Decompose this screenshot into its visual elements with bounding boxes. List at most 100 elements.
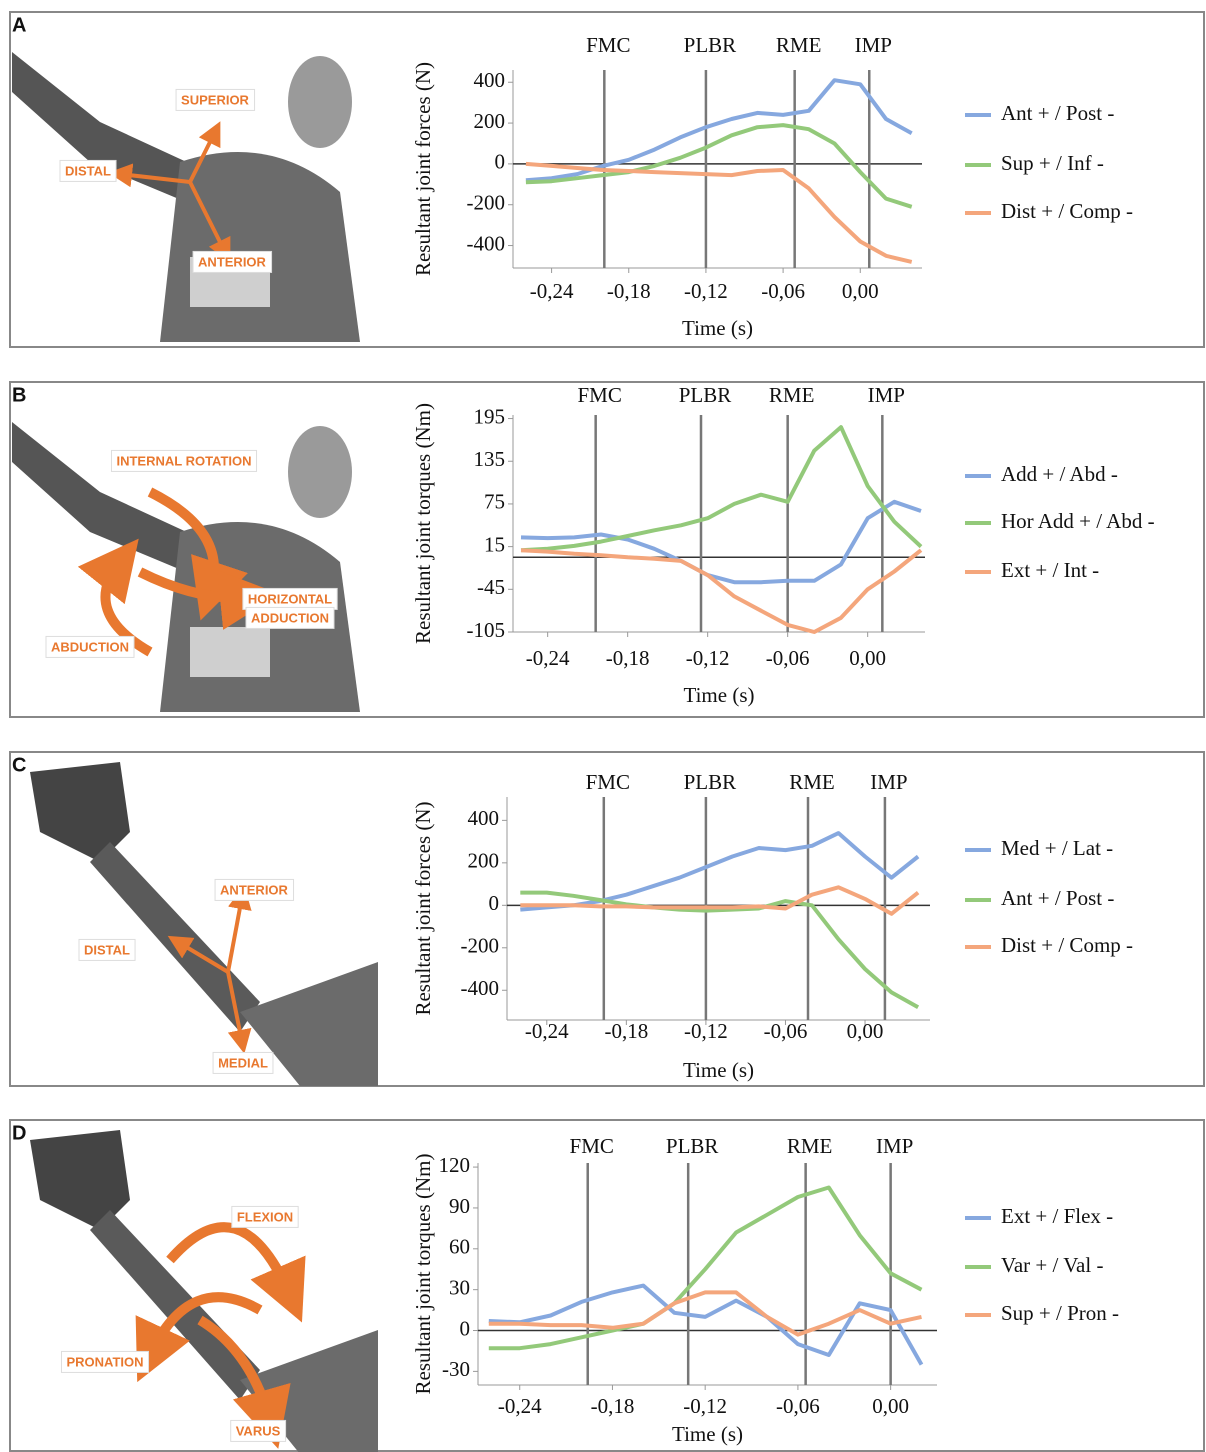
y-tick-label: 135: [474, 447, 506, 471]
y-tick-label: 75: [484, 490, 505, 514]
panel-letter: D: [12, 1122, 26, 1144]
label-box: [192, 250, 273, 273]
panel-frame: [9, 11, 1205, 348]
x-axis-label: Time (s): [682, 316, 753, 340]
legend-label: Ant + / Post -: [1001, 101, 1114, 125]
y-tick-label: 0: [489, 891, 500, 915]
series-line: [525, 123, 913, 209]
legend-label: Sup + / Pron -: [1001, 1301, 1119, 1325]
legend-label: Med + / Lat -: [1001, 836, 1113, 860]
y-tick-label: -200: [461, 934, 500, 958]
x-tick-label: -0,18: [591, 1394, 635, 1418]
x-tick-label: 0,00: [842, 279, 879, 303]
illustration-label: DISTAL: [65, 163, 111, 178]
label-box: [60, 1350, 150, 1373]
x-axis-label: Time (s): [683, 1058, 754, 1082]
event-label: FMC: [586, 33, 630, 57]
series-line: [525, 161, 913, 264]
illustration: SUPERIOR DISTAL ANTERIOR: [12, 52, 360, 342]
direction-arrow: [147, 487, 248, 621]
x-tick-label: -0,12: [684, 279, 728, 303]
label-box: [212, 1051, 274, 1074]
y-tick-label: -400: [467, 231, 506, 255]
x-tick-label: -0,18: [604, 1019, 648, 1043]
illustration-label: MEDIAL: [218, 1055, 268, 1070]
label-box: [245, 606, 335, 629]
illustration-label: PRONATION: [66, 1354, 143, 1369]
x-tick-label: -0,18: [607, 279, 651, 303]
label-box: [214, 878, 295, 901]
x-tick-label: -0,24: [526, 646, 570, 670]
direction-arrow: [166, 1222, 306, 1323]
label-box: [110, 449, 258, 472]
arm-shape: [12, 52, 230, 212]
head-shape: [288, 56, 352, 148]
panel-frame: [9, 751, 1205, 1087]
event-label: RME: [769, 383, 815, 407]
event-label: PLBR: [666, 1134, 719, 1158]
y-tick-label: -30: [442, 1357, 470, 1381]
x-tick-label: -0,06: [761, 279, 805, 303]
label-box: [45, 635, 135, 658]
y-tick-label: 400: [474, 68, 506, 92]
x-tick-label: -0,06: [776, 1394, 820, 1418]
panel-frame: [9, 1119, 1205, 1452]
direction-arrow: [77, 538, 153, 657]
event-label: IMP: [870, 770, 907, 794]
direction-arrow: [108, 163, 191, 188]
illustration-label: INTERNAL ROTATION: [116, 453, 251, 468]
label-box: [231, 1205, 299, 1228]
legend-label: Ant + / Post -: [1001, 886, 1114, 910]
series-line: [488, 1185, 923, 1351]
event-label: PLBR: [684, 770, 737, 794]
x-axis-label: Time (s): [684, 683, 755, 707]
series-line: [520, 831, 920, 912]
illustration: INTERNAL ROTATION HORIZONTAL ADDUCTION ABDU…: [12, 422, 360, 712]
chest-pad: [190, 627, 270, 677]
hand-shape: [30, 762, 130, 862]
y-tick-label: 195: [474, 404, 506, 428]
panel-letter: C: [12, 754, 26, 776]
legend-label: Var + / Val -: [1001, 1253, 1103, 1277]
arm-shape: [12, 422, 230, 582]
label-box: [175, 88, 256, 111]
event-label: PLBR: [679, 383, 732, 407]
label-box: [59, 159, 117, 182]
legend-label: Dist + / Comp -: [1001, 199, 1133, 223]
direction-arrow: [226, 885, 252, 973]
direction-arrow: [137, 567, 280, 630]
y-tick-label: -400: [461, 976, 500, 1000]
series-line: [488, 1283, 924, 1366]
direction-arrow: [188, 181, 231, 263]
illustration-label: ADDUCTION: [251, 610, 329, 625]
y-axis-label: Resultant joint forces (N): [411, 62, 435, 276]
series-line: [520, 425, 923, 553]
series-line: [520, 499, 922, 585]
y-tick-label: 120: [439, 1153, 471, 1177]
hand-shape: [30, 1130, 130, 1230]
x-axis-label: Time (s): [672, 1422, 743, 1446]
y-axis-label: Resultant joint forces (N): [411, 801, 435, 1015]
legend-label: Sup + / Inf -: [1001, 151, 1104, 175]
series-line: [520, 548, 923, 634]
direction-arrow: [197, 1315, 291, 1449]
y-axis-label: Resultant joint torques (Nm): [411, 403, 435, 644]
x-tick-label: -0,24: [498, 1394, 542, 1418]
legend-label: Ext + / Flex -: [1001, 1204, 1113, 1228]
event-label: PLBR: [684, 33, 737, 57]
x-tick-label: -0,24: [525, 1019, 569, 1043]
direction-arrow: [167, 935, 230, 974]
illustration: FLEXION PRONATION VARUS: [30, 1130, 378, 1452]
event-label: RME: [787, 1134, 833, 1158]
y-tick-label: 90: [449, 1194, 470, 1218]
y-tick-label: -105: [467, 618, 506, 642]
y-tick-label: 15: [484, 532, 505, 556]
x-tick-label: -0,18: [606, 646, 650, 670]
panel-frame: [9, 381, 1205, 718]
legend-label: Dist + / Comp -: [1001, 933, 1133, 957]
x-tick-label: -0,12: [683, 1394, 727, 1418]
panel-letter: B: [12, 384, 26, 406]
x-tick-label: 0,00: [849, 646, 886, 670]
label-box: [78, 938, 136, 961]
